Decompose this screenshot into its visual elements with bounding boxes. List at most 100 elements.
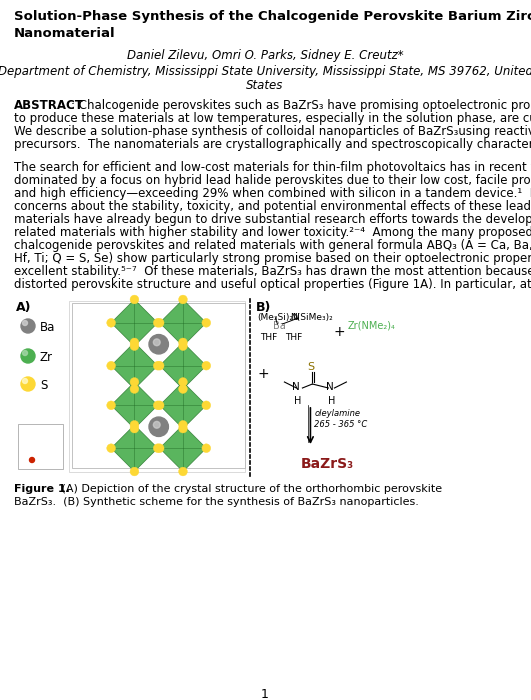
Circle shape xyxy=(178,384,187,393)
Circle shape xyxy=(22,321,28,326)
Circle shape xyxy=(130,467,139,476)
Circle shape xyxy=(178,377,187,386)
Circle shape xyxy=(178,467,187,476)
Text: BaZrS₃.  (B) Synthetic scheme for the synthesis of BaZrS₃ nanoparticles.: BaZrS₃. (B) Synthetic scheme for the syn… xyxy=(14,497,419,507)
Text: S: S xyxy=(40,379,47,392)
Circle shape xyxy=(22,379,28,384)
Circle shape xyxy=(29,457,35,463)
Bar xyxy=(72,303,245,468)
Circle shape xyxy=(155,318,164,327)
Polygon shape xyxy=(160,382,206,428)
Text: THF: THF xyxy=(260,333,278,342)
Circle shape xyxy=(22,351,28,356)
Polygon shape xyxy=(111,382,158,428)
Text: Zr(NMe₂)₄: Zr(NMe₂)₄ xyxy=(347,321,395,331)
Circle shape xyxy=(153,444,162,453)
Text: N: N xyxy=(327,382,334,392)
Text: oleylamine: oleylamine xyxy=(314,409,361,418)
Text: b: b xyxy=(34,429,40,439)
Text: H: H xyxy=(328,396,336,406)
Text: 265 - 365 °C: 265 - 365 °C xyxy=(314,420,367,429)
Text: ABSTRACT: ABSTRACT xyxy=(14,99,84,112)
Circle shape xyxy=(30,458,35,463)
Text: The search for efficient and low-cost materials for thin-film photovoltaics has : The search for efficient and low-cost ma… xyxy=(14,161,531,174)
Text: materials have already begun to drive substantial research efforts towards the d: materials have already begun to drive su… xyxy=(14,213,531,226)
Circle shape xyxy=(178,342,187,351)
Circle shape xyxy=(130,342,139,351)
Text: distorted perovskite structure and useful optical properties (Figure 1A). In par: distorted perovskite structure and usefu… xyxy=(14,278,531,291)
Text: dominated by a focus on hybrid lead halide perovskites due to their low cost, fa: dominated by a focus on hybrid lead hali… xyxy=(14,174,531,187)
Text: to produce these materials at low temperatures, especially in the solution phase: to produce these materials at low temper… xyxy=(14,112,531,125)
Polygon shape xyxy=(111,342,158,389)
Text: Zr: Zr xyxy=(40,351,53,364)
Text: Solution-Phase Synthesis of the Chalcogenide Perovskite Barium Zirconium Sulfide: Solution-Phase Synthesis of the Chalcoge… xyxy=(14,10,531,23)
Text: excellent stability.⁵⁻⁷  Of these materials, BaZrS₃ has drawn the most attention: excellent stability.⁵⁻⁷ Of these materia… xyxy=(14,265,531,278)
Circle shape xyxy=(21,349,35,363)
Text: c: c xyxy=(56,454,62,464)
Circle shape xyxy=(178,424,187,433)
Circle shape xyxy=(155,444,164,453)
Circle shape xyxy=(130,384,139,393)
Text: +: + xyxy=(258,367,269,381)
Circle shape xyxy=(130,295,139,304)
Circle shape xyxy=(153,339,160,346)
Text: (Me₃Si)₂N: (Me₃Si)₂N xyxy=(258,313,300,322)
Text: 1: 1 xyxy=(261,688,269,700)
Circle shape xyxy=(155,401,164,410)
Text: : Chalcogenide perovskites such as BaZrS₃ have promising optoelectronic properti: : Chalcogenide perovskites such as BaZrS… xyxy=(71,99,531,112)
Circle shape xyxy=(149,417,168,437)
Text: Hf, Ti; Q = S, Se) show particularly strong promise based on their optoelectroni: Hf, Ti; Q = S, Se) show particularly str… xyxy=(14,252,531,265)
Circle shape xyxy=(107,444,115,453)
Polygon shape xyxy=(160,342,206,389)
Circle shape xyxy=(130,424,139,433)
Text: Ba: Ba xyxy=(40,321,55,334)
Text: Nanomaterial: Nanomaterial xyxy=(14,27,116,40)
Circle shape xyxy=(178,295,187,304)
Text: THF: THF xyxy=(285,333,303,342)
Circle shape xyxy=(21,377,35,391)
Circle shape xyxy=(130,377,139,386)
Circle shape xyxy=(153,318,162,327)
Bar xyxy=(69,301,245,472)
Text: precursors.  The nanomaterials are crystallographically and spectroscopically ch: precursors. The nanomaterials are crysta… xyxy=(14,138,531,151)
Circle shape xyxy=(149,335,168,354)
Circle shape xyxy=(107,361,115,370)
Text: H: H xyxy=(294,396,302,406)
Text: concerns about the stability, toxicity, and potential environmental effects of t: concerns about the stability, toxicity, … xyxy=(14,200,531,213)
Text: N: N xyxy=(293,382,300,392)
Circle shape xyxy=(153,361,162,370)
Text: and high efficiency—exceeding 29% when combined with silicon in a tandem device.: and high efficiency—exceeding 29% when c… xyxy=(14,187,531,200)
Text: N(SiMe₃)₂: N(SiMe₃)₂ xyxy=(290,313,333,322)
Circle shape xyxy=(202,401,211,410)
Text: S: S xyxy=(307,362,314,372)
Circle shape xyxy=(130,338,139,346)
Text: Daniel Zilevu, Omri O. Parks, Sidney E. Creutz*: Daniel Zilevu, Omri O. Parks, Sidney E. … xyxy=(127,49,404,62)
Text: A): A) xyxy=(16,301,31,314)
Circle shape xyxy=(153,421,160,428)
Bar xyxy=(18,424,63,469)
Text: B): B) xyxy=(255,301,271,314)
Circle shape xyxy=(130,421,139,429)
Text: +: + xyxy=(333,325,345,339)
Text: BaZrS₃: BaZrS₃ xyxy=(301,457,354,471)
Text: States: States xyxy=(246,79,284,92)
Text: chalcogenide perovskites and related materials with general formula ABQ₃ (A = Ca: chalcogenide perovskites and related mat… xyxy=(14,239,531,252)
Text: Department of Chemistry, Mississippi State University, Mississippi State, MS 397: Department of Chemistry, Mississippi Sta… xyxy=(0,65,531,78)
Circle shape xyxy=(107,318,115,327)
Circle shape xyxy=(202,318,211,327)
Text: We describe a solution-phase synthesis of colloidal nanoparticles of BaZrS₃using: We describe a solution-phase synthesis o… xyxy=(14,125,531,138)
Polygon shape xyxy=(111,425,158,472)
Text: related materials with higher stability and lower toxicity.²⁻⁴  Among the many p: related materials with higher stability … xyxy=(14,226,531,239)
Circle shape xyxy=(153,401,162,410)
Circle shape xyxy=(178,338,187,346)
Circle shape xyxy=(21,319,35,333)
Circle shape xyxy=(202,361,211,370)
Text: Ba: Ba xyxy=(273,321,286,331)
Circle shape xyxy=(107,401,115,410)
Polygon shape xyxy=(111,300,158,346)
Text: Figure 1.: Figure 1. xyxy=(14,484,70,494)
Polygon shape xyxy=(160,425,206,472)
Polygon shape xyxy=(160,300,206,346)
Text: (A) Depiction of the crystal structure of the orthorhombic perovskite: (A) Depiction of the crystal structure o… xyxy=(58,484,442,494)
Circle shape xyxy=(178,421,187,429)
